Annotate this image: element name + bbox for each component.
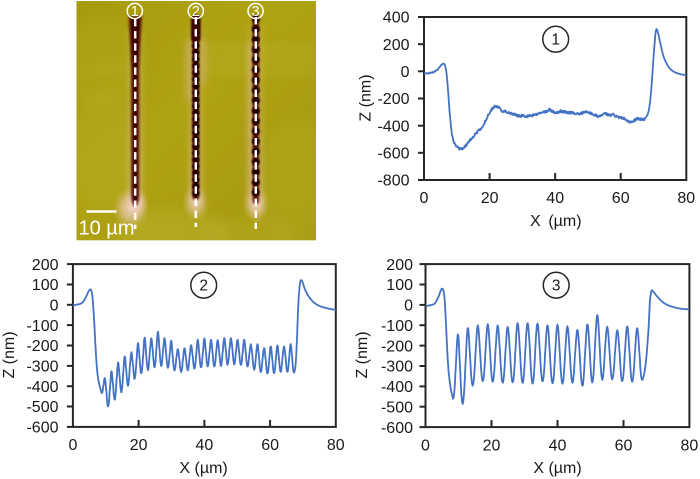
svg-text:10 µm: 10 µm [79, 218, 135, 240]
svg-text:80: 80 [327, 437, 345, 454]
svg-text:Z (nm): Z (nm) [358, 74, 375, 121]
svg-text:-200: -200 [381, 338, 413, 355]
svg-text:0: 0 [404, 298, 413, 315]
svg-text:-100: -100 [381, 318, 413, 335]
svg-text:80: 80 [681, 437, 699, 454]
svg-text:0: 0 [50, 298, 59, 315]
svg-text:40: 40 [546, 190, 564, 207]
svg-text:Z (nm): Z (nm) [354, 331, 371, 378]
svg-text:3: 3 [252, 4, 260, 20]
svg-text:400: 400 [383, 10, 410, 27]
svg-text:0: 0 [401, 64, 410, 81]
svg-text:0: 0 [68, 437, 77, 454]
svg-text:60: 60 [615, 437, 633, 454]
svg-text:-200: -200 [26, 338, 58, 355]
svg-text:2: 2 [199, 278, 208, 295]
svg-text:20: 20 [130, 437, 148, 454]
svg-text:20: 20 [483, 437, 501, 454]
svg-text:-100: -100 [26, 318, 58, 335]
svg-text:-400: -400 [381, 379, 413, 396]
svg-text:100: 100 [32, 277, 59, 294]
svg-text:X (µm): X (µm) [533, 460, 581, 477]
svg-text:-600: -600 [26, 420, 58, 437]
svg-text:60: 60 [261, 437, 279, 454]
svg-text:-400: -400 [377, 118, 409, 135]
svg-text:-300: -300 [381, 359, 413, 376]
svg-text:0: 0 [421, 437, 430, 454]
svg-text:3: 3 [552, 278, 561, 295]
svg-text:Z (nm): Z (nm) [1, 331, 18, 378]
svg-text:40: 40 [196, 437, 214, 454]
svg-text:X (µm): X (µm) [179, 460, 227, 477]
svg-text:1: 1 [551, 32, 560, 49]
svg-text:X (µm): X (µm) [530, 213, 582, 230]
svg-text:-200: -200 [377, 91, 409, 108]
svg-text:-500: -500 [26, 399, 58, 416]
svg-text:100: 100 [386, 277, 413, 294]
svg-text:-600: -600 [381, 420, 413, 437]
svg-text:0: 0 [420, 190, 429, 207]
svg-text:200: 200 [383, 37, 410, 54]
svg-text:200: 200 [32, 257, 59, 274]
svg-text:20: 20 [481, 190, 499, 207]
svg-text:2: 2 [192, 4, 200, 20]
svg-text:60: 60 [612, 190, 630, 207]
svg-text:-400: -400 [26, 379, 58, 396]
svg-text:80: 80 [677, 190, 695, 207]
svg-text:-800: -800 [377, 173, 409, 190]
svg-text:40: 40 [549, 437, 567, 454]
svg-text:200: 200 [386, 257, 413, 274]
svg-text:-300: -300 [26, 359, 58, 376]
svg-text:-600: -600 [377, 146, 409, 163]
svg-text:-500: -500 [381, 399, 413, 416]
svg-text:1: 1 [131, 4, 139, 20]
